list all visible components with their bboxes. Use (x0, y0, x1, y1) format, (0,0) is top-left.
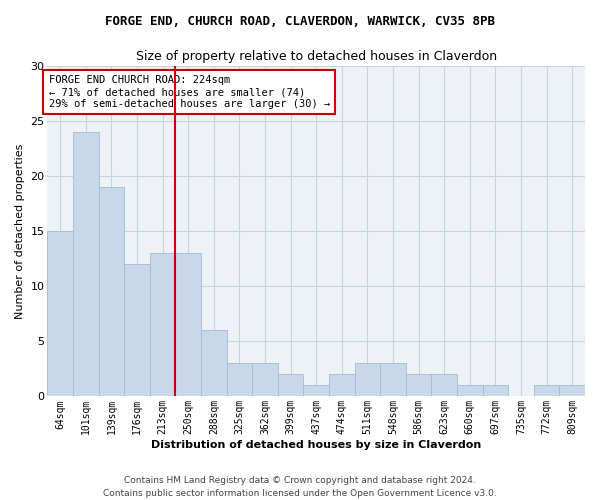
Bar (124, 264, 150, 396)
Bar (355, 364, 380, 396)
Bar (380, 364, 406, 396)
Bar (47, 231, 73, 396)
Bar (304, 386, 329, 396)
Bar (252, 364, 278, 396)
X-axis label: Distribution of detached houses by size in Claverdon: Distribution of detached houses by size … (151, 440, 481, 450)
Bar (150, 253, 175, 396)
Bar (278, 374, 304, 396)
Bar (329, 374, 355, 396)
Text: Contains HM Land Registry data © Crown copyright and database right 2024.
Contai: Contains HM Land Registry data © Crown c… (103, 476, 497, 498)
Title: Size of property relative to detached houses in Claverdon: Size of property relative to detached ho… (136, 50, 497, 63)
Bar (406, 374, 431, 396)
Bar (534, 386, 559, 396)
Bar (98, 187, 124, 396)
Bar (175, 253, 201, 396)
Bar (73, 132, 98, 396)
Text: FORGE END CHURCH ROAD: 224sqm
← 71% of detached houses are smaller (74)
29% of s: FORGE END CHURCH ROAD: 224sqm ← 71% of d… (49, 76, 330, 108)
Bar (431, 374, 457, 396)
Bar (559, 386, 585, 396)
Bar (482, 386, 508, 396)
Bar (227, 364, 252, 396)
Bar (457, 386, 482, 396)
Y-axis label: Number of detached properties: Number of detached properties (15, 144, 25, 318)
Bar (201, 330, 227, 396)
Text: FORGE END, CHURCH ROAD, CLAVERDON, WARWICK, CV35 8PB: FORGE END, CHURCH ROAD, CLAVERDON, WARWI… (105, 15, 495, 28)
